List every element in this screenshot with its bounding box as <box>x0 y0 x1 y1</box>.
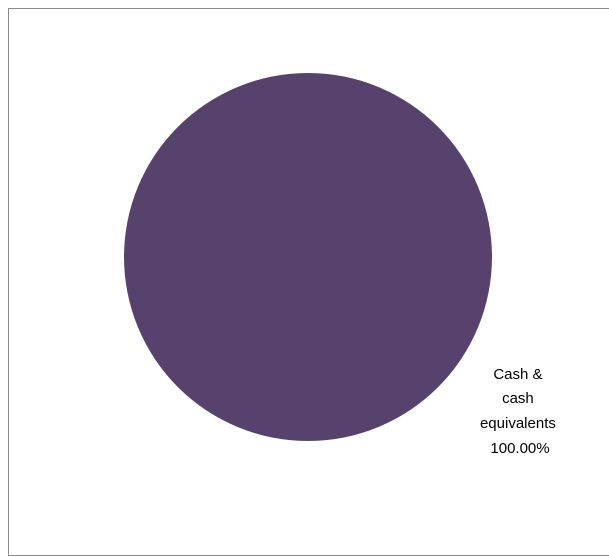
slice-label-line-1: Cash & <box>493 366 542 383</box>
pie-slice-0 <box>124 73 492 441</box>
pie-slices <box>124 73 492 441</box>
slice-value-label: 100.00% <box>490 440 549 457</box>
slice-label: Cash & cash equivalents 100.00% <box>480 366 560 457</box>
slice-label-line-3: equivalents <box>480 415 556 432</box>
slice-label-line-2: cash <box>502 390 534 407</box>
